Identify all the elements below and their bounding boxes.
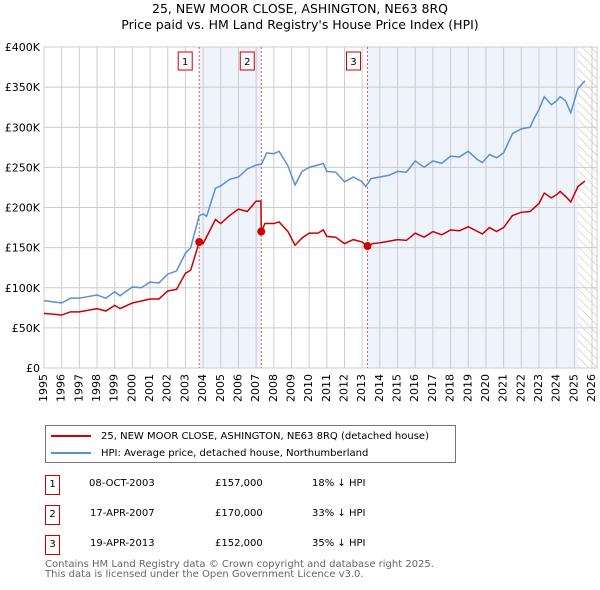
y-tick-label: £50K	[12, 322, 41, 335]
y-tick-label: £100K	[5, 282, 41, 295]
red-line-swatch	[51, 435, 91, 437]
x-tick-label: 2015	[391, 374, 404, 402]
sale-marker-box	[239, 51, 255, 71]
legend-label: HPI: Average price, detached house, Nort…	[101, 447, 369, 459]
x-tick-label: 2011	[320, 374, 333, 402]
sale-number: 1	[45, 475, 60, 495]
x-tick-label: 2019	[461, 374, 474, 402]
x-tick-label: 2025	[567, 374, 580, 402]
y-tick-label: £350K	[5, 81, 41, 94]
y-tick-label: £300K	[5, 121, 41, 134]
x-tick-label: 1995	[37, 374, 50, 402]
price-chart: 1995 1996 1997 1998 1999 2000 2001 2002 2003 2004…	[5, 41, 598, 402]
x-tick-label: 2016	[408, 374, 421, 402]
sale-point	[195, 238, 204, 247]
x-tick-label: 2013	[355, 374, 368, 402]
sale-marker-label: 3	[350, 57, 356, 68]
x-tick-label: 2014	[373, 374, 386, 402]
x-tick-label: 2023	[532, 374, 545, 402]
x-tick-label: 2021	[497, 374, 510, 402]
sale-point	[363, 242, 372, 251]
x-tick-label: 2020	[479, 374, 492, 402]
sale-date: 08-OCT-2003	[89, 478, 155, 489]
copyright-text: Contains HM Land Registry data © Crown c…	[45, 559, 434, 570]
x-tick-label: 2009	[284, 374, 297, 402]
sale-number: 3	[45, 535, 60, 555]
legend-label: 25, NEW MOOR CLOSE, ASHINGTON, NE63 8RQ …	[101, 430, 429, 442]
x-tick-label: 2001	[143, 374, 156, 402]
x-tick-label: 2000	[125, 374, 138, 402]
sale-point	[257, 227, 266, 236]
x-tick-label: 2024	[550, 374, 563, 402]
sale-price: £152,000	[215, 538, 263, 549]
x-tick-label: 2008	[267, 374, 280, 402]
x-tick-label: 2010	[302, 374, 315, 402]
x-tick-label: 1996	[55, 374, 68, 402]
chart-title: 25, NEW MOOR CLOSE, ASHINGTON, NE63 8RQ	[152, 1, 448, 16]
y-tick-label: £250K	[5, 161, 41, 174]
x-tick-label: 2026	[585, 374, 598, 402]
series-line	[43, 180, 586, 316]
x-tick-label: 2017	[426, 374, 439, 402]
x-tick-label: 2004	[196, 374, 209, 402]
footer: Contains HM Land Registry data © Crown c…	[45, 560, 434, 580]
y-tick-label: £0	[26, 362, 40, 375]
series-line	[43, 80, 586, 304]
sale-hpi-diff: 18% ↓ HPI	[312, 478, 366, 489]
chart-subtitle: Price paid vs. HM Land Registry's House …	[121, 17, 479, 32]
x-tick-label: 2007	[249, 374, 262, 402]
x-tick-label: 2022	[514, 374, 527, 402]
x-tick-label: 2006	[231, 374, 244, 402]
licence-text: This data is licensed under the Open Gov…	[45, 569, 364, 580]
sale-marker-box	[345, 51, 361, 71]
sale-marker-box	[177, 51, 193, 71]
x-tick-label: 2003	[178, 374, 191, 402]
y-tick-label: £200K	[5, 202, 41, 215]
x-tick-label: 2012	[338, 374, 351, 402]
x-tick-label: 1999	[108, 374, 121, 402]
x-tick-label: 2002	[161, 374, 174, 402]
sale-date: 17-APR-2007	[90, 508, 155, 519]
x-tick-label: 2018	[444, 374, 457, 402]
x-tick-label: 1997	[72, 374, 85, 402]
y-tick-label: £400K	[5, 41, 41, 54]
x-tick-label: 1998	[90, 374, 103, 402]
legend-item-property: 25, NEW MOOR CLOSE, ASHINGTON, NE63 8RQ …	[51, 428, 429, 444]
sale-row: 1 08-OCT-2003 £157,000 18% ↓ HPI	[45, 475, 465, 495]
sale-hpi-diff: 33% ↓ HPI	[312, 508, 366, 519]
legend-item-hpi: HPI: Average price, detached house, Nort…	[51, 445, 368, 461]
sale-marker-label: 2	[244, 57, 250, 68]
sale-hpi-diff: 35% ↓ HPI	[312, 538, 366, 549]
sale-number: 2	[45, 505, 60, 525]
blue-line-swatch	[51, 452, 91, 454]
sale-price: £157,000	[215, 478, 263, 489]
x-tick-label: 2005	[214, 374, 227, 402]
sale-row: 2 17-APR-2007 £170,000 33% ↓ HPI	[45, 505, 465, 525]
legend: 25, NEW MOOR CLOSE, ASHINGTON, NE63 8RQ …	[45, 425, 456, 463]
sale-marker-label: 1	[182, 57, 188, 68]
sale-row: 3 19-APR-2013 £152,000 35% ↓ HPI	[45, 535, 465, 555]
plot-frame	[43, 46, 598, 369]
y-tick-label: £150K	[5, 242, 41, 255]
sale-price: £170,000	[215, 508, 263, 519]
sale-date: 19-APR-2013	[90, 538, 155, 549]
